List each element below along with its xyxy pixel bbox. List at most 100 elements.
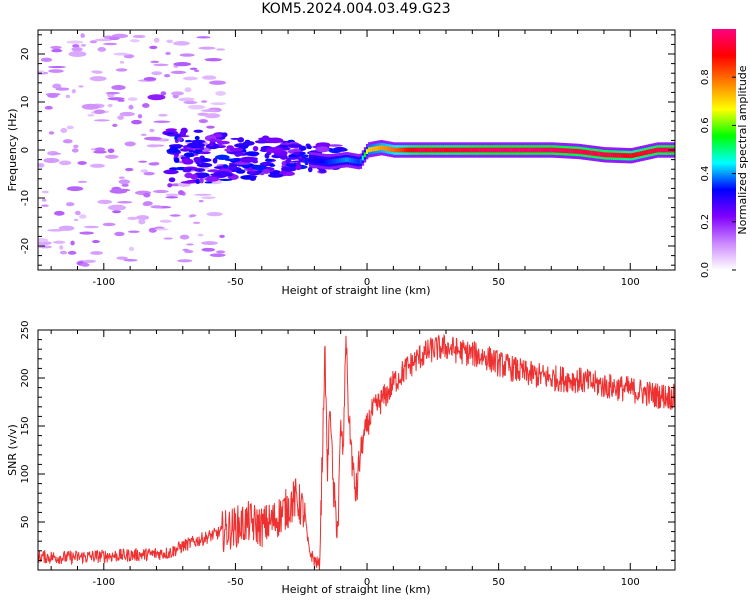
- heatmap-cell: [127, 230, 140, 233]
- heatmap-cell: [249, 175, 257, 181]
- heatmap-cell: [115, 68, 128, 72]
- heatmap-ridge-core: [578, 149, 582, 154]
- heatmap-ridge-core: [443, 147, 447, 153]
- heatmap-ridge-core: [323, 159, 327, 164]
- heatmap-cell: [169, 214, 181, 217]
- heatmap-ridge-core: [401, 147, 405, 153]
- heatmap-cell: [87, 113, 95, 117]
- heatmap-cell: [41, 204, 49, 207]
- heatmap-ridge-core: [517, 147, 520, 153]
- heatmap-cell: [251, 164, 267, 170]
- heatmap-cell: [210, 102, 227, 106]
- spectrogram-x-tick-label: 100: [621, 277, 640, 288]
- heatmap-cell: [102, 222, 116, 227]
- heatmap-cell: [112, 123, 118, 128]
- colorbar-ticks: 0.0 0.2 0.4 0.6 0.8: [700, 69, 736, 278]
- heatmap-cell: [178, 97, 195, 102]
- heatmap-ridge-core: [576, 148, 579, 154]
- heatmap-cell: [109, 188, 128, 194]
- heatmap-cell: [103, 42, 118, 46]
- snr-y-tick-label: 150: [20, 416, 31, 435]
- heatmap-cell: [164, 132, 176, 135]
- heatmap-cell: [196, 172, 207, 179]
- heatmap-cell: [280, 142, 287, 146]
- heatmap-cell: [45, 92, 61, 96]
- spectrogram-y-tick-label: 0: [20, 147, 31, 153]
- heatmap-ridge-core: [332, 158, 335, 164]
- heatmap-cell: [208, 80, 227, 85]
- heatmap-cell: [201, 241, 218, 246]
- heatmap-cell: [230, 137, 242, 140]
- colorbar-label: Normalized spectral amplitude: [736, 65, 749, 234]
- heatmap-ridge-core: [646, 149, 649, 155]
- heatmap-cell: [262, 169, 270, 174]
- heatmap-ridge-core: [650, 148, 653, 154]
- heatmap-cell: [127, 216, 138, 220]
- heatmap-cell: [180, 180, 197, 184]
- heatmap-ridge-core: [486, 147, 489, 153]
- heatmap-cell: [258, 137, 274, 141]
- heatmap-cell: [209, 141, 214, 147]
- heatmap-cell: [143, 171, 155, 176]
- heatmap-cell: [291, 160, 304, 163]
- heatmap-cell: [116, 256, 128, 260]
- heatmap-cell: [97, 199, 113, 205]
- heatmap-ridge-core: [321, 158, 325, 164]
- heatmap-ridge-core: [544, 147, 548, 153]
- snr-y-tick-label: 200: [20, 368, 31, 387]
- heatmap-cell: [119, 111, 135, 117]
- heatmap-cell: [184, 139, 193, 143]
- heatmap-ridge-core: [549, 147, 552, 153]
- heatmap-cell: [94, 147, 106, 152]
- heatmap-cell: [193, 156, 201, 162]
- heatmap-cell: [214, 154, 230, 160]
- heatmap-ridge-core: [540, 147, 544, 153]
- heatmap-ridge-core: [372, 146, 375, 152]
- heatmap-cell: [201, 247, 215, 252]
- heatmap-cell: [201, 100, 208, 103]
- heatmap-cell: [169, 146, 178, 152]
- heatmap-ridge-core: [433, 147, 436, 153]
- heatmap-ridge-core: [309, 157, 312, 162]
- heatmap-layer: [38, 33, 675, 267]
- heatmap-ridge-core: [357, 159, 360, 165]
- heatmap-ridge-core: [574, 148, 577, 154]
- snr-y-tick-label: 100: [20, 464, 31, 483]
- heatmap-patch: [107, 204, 126, 211]
- heatmap-ridge-core: [582, 149, 586, 155]
- heatmap-cell: [73, 144, 79, 149]
- heatmap-cell: [90, 251, 103, 255]
- heatmap-ridge-core: [553, 147, 556, 153]
- snr-y-tick-label: 250: [20, 320, 31, 339]
- heatmap-ridge-core: [311, 157, 314, 163]
- heatmap-ridge-core: [330, 159, 333, 165]
- heatmap-cell: [237, 137, 245, 143]
- heatmap-cell: [77, 161, 87, 165]
- heatmap-cell: [153, 189, 169, 194]
- heatmap-cell: [41, 198, 47, 202]
- heatmap-cell: [179, 53, 195, 57]
- heatmap-cell: [66, 40, 84, 44]
- heatmap-cell: [242, 140, 255, 146]
- heatmap-cell: [236, 162, 251, 165]
- heatmap-cell: [182, 168, 192, 173]
- heatmap-ridge-core: [526, 147, 529, 153]
- heatmap-cell: [307, 166, 313, 173]
- heatmap-cell: [114, 231, 125, 237]
- heatmap-ridge-core: [475, 147, 478, 153]
- heatmap-ridge-core: [603, 152, 607, 158]
- heatmap-cell: [190, 173, 198, 180]
- heatmap-ridge-core: [448, 147, 451, 153]
- heatmap-cell: [264, 153, 270, 159]
- heatmap-cell: [183, 152, 195, 158]
- heatmap-cell: [166, 39, 173, 44]
- heatmap-cell: [319, 168, 327, 173]
- heatmap-cell: [306, 145, 312, 150]
- colorbar: 0.0 0.2 0.4 0.6 0.8 Normalized spectral ampl…: [700, 29, 749, 278]
- heatmap-ridge-core: [494, 147, 497, 153]
- heatmap-cell: [118, 179, 131, 185]
- heatmap-cell: [71, 46, 83, 52]
- heatmap-patch: [186, 142, 205, 149]
- heatmap-ridge-core: [363, 152, 367, 158]
